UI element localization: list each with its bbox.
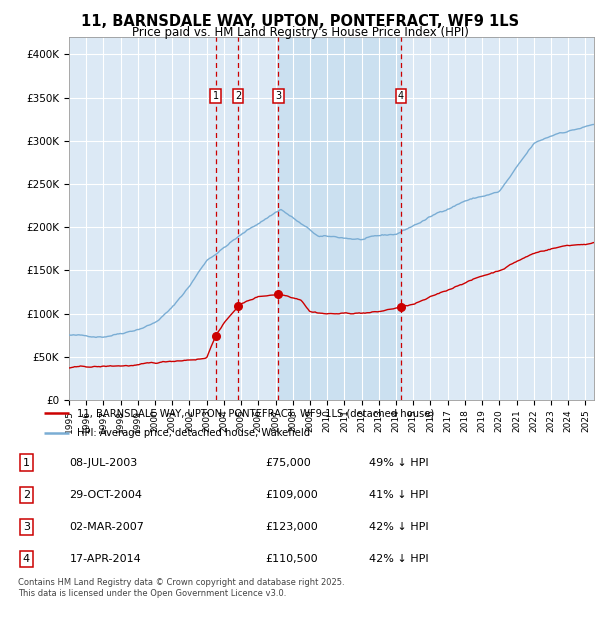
Text: 3: 3 (275, 91, 281, 101)
Text: 1: 1 (23, 458, 30, 467)
Text: Contains HM Land Registry data © Crown copyright and database right 2025.
This d: Contains HM Land Registry data © Crown c… (18, 578, 344, 598)
Text: 29-OCT-2004: 29-OCT-2004 (70, 490, 143, 500)
Text: 42% ↓ HPI: 42% ↓ HPI (369, 554, 429, 564)
Text: 17-APR-2014: 17-APR-2014 (70, 554, 142, 564)
Text: 42% ↓ HPI: 42% ↓ HPI (369, 522, 429, 532)
Text: 11, BARNSDALE WAY, UPTON, PONTEFRACT, WF9 1LS: 11, BARNSDALE WAY, UPTON, PONTEFRACT, WF… (81, 14, 519, 29)
Text: 4: 4 (23, 554, 30, 564)
Text: 2: 2 (235, 91, 241, 101)
Text: £75,000: £75,000 (265, 458, 311, 467)
Text: Price paid vs. HM Land Registry's House Price Index (HPI): Price paid vs. HM Land Registry's House … (131, 26, 469, 39)
Text: 11, BARNSDALE WAY, UPTON, PONTEFRACT, WF9 1LS (detached house): 11, BARNSDALE WAY, UPTON, PONTEFRACT, WF… (77, 408, 434, 418)
Text: 41% ↓ HPI: 41% ↓ HPI (369, 490, 428, 500)
Bar (278, 37, 401, 400)
Text: £109,000: £109,000 (265, 490, 318, 500)
Text: HPI: Average price, detached house, Wakefield: HPI: Average price, detached house, Wake… (77, 428, 311, 438)
Text: 4: 4 (398, 91, 404, 101)
Text: 02-MAR-2007: 02-MAR-2007 (70, 522, 145, 532)
Text: 08-JUL-2003: 08-JUL-2003 (70, 458, 138, 467)
Text: 2: 2 (23, 490, 30, 500)
Text: £123,000: £123,000 (265, 522, 318, 532)
Text: 49% ↓ HPI: 49% ↓ HPI (369, 458, 429, 467)
Text: £110,500: £110,500 (265, 554, 318, 564)
Text: 1: 1 (212, 91, 219, 101)
Text: 3: 3 (23, 522, 30, 532)
